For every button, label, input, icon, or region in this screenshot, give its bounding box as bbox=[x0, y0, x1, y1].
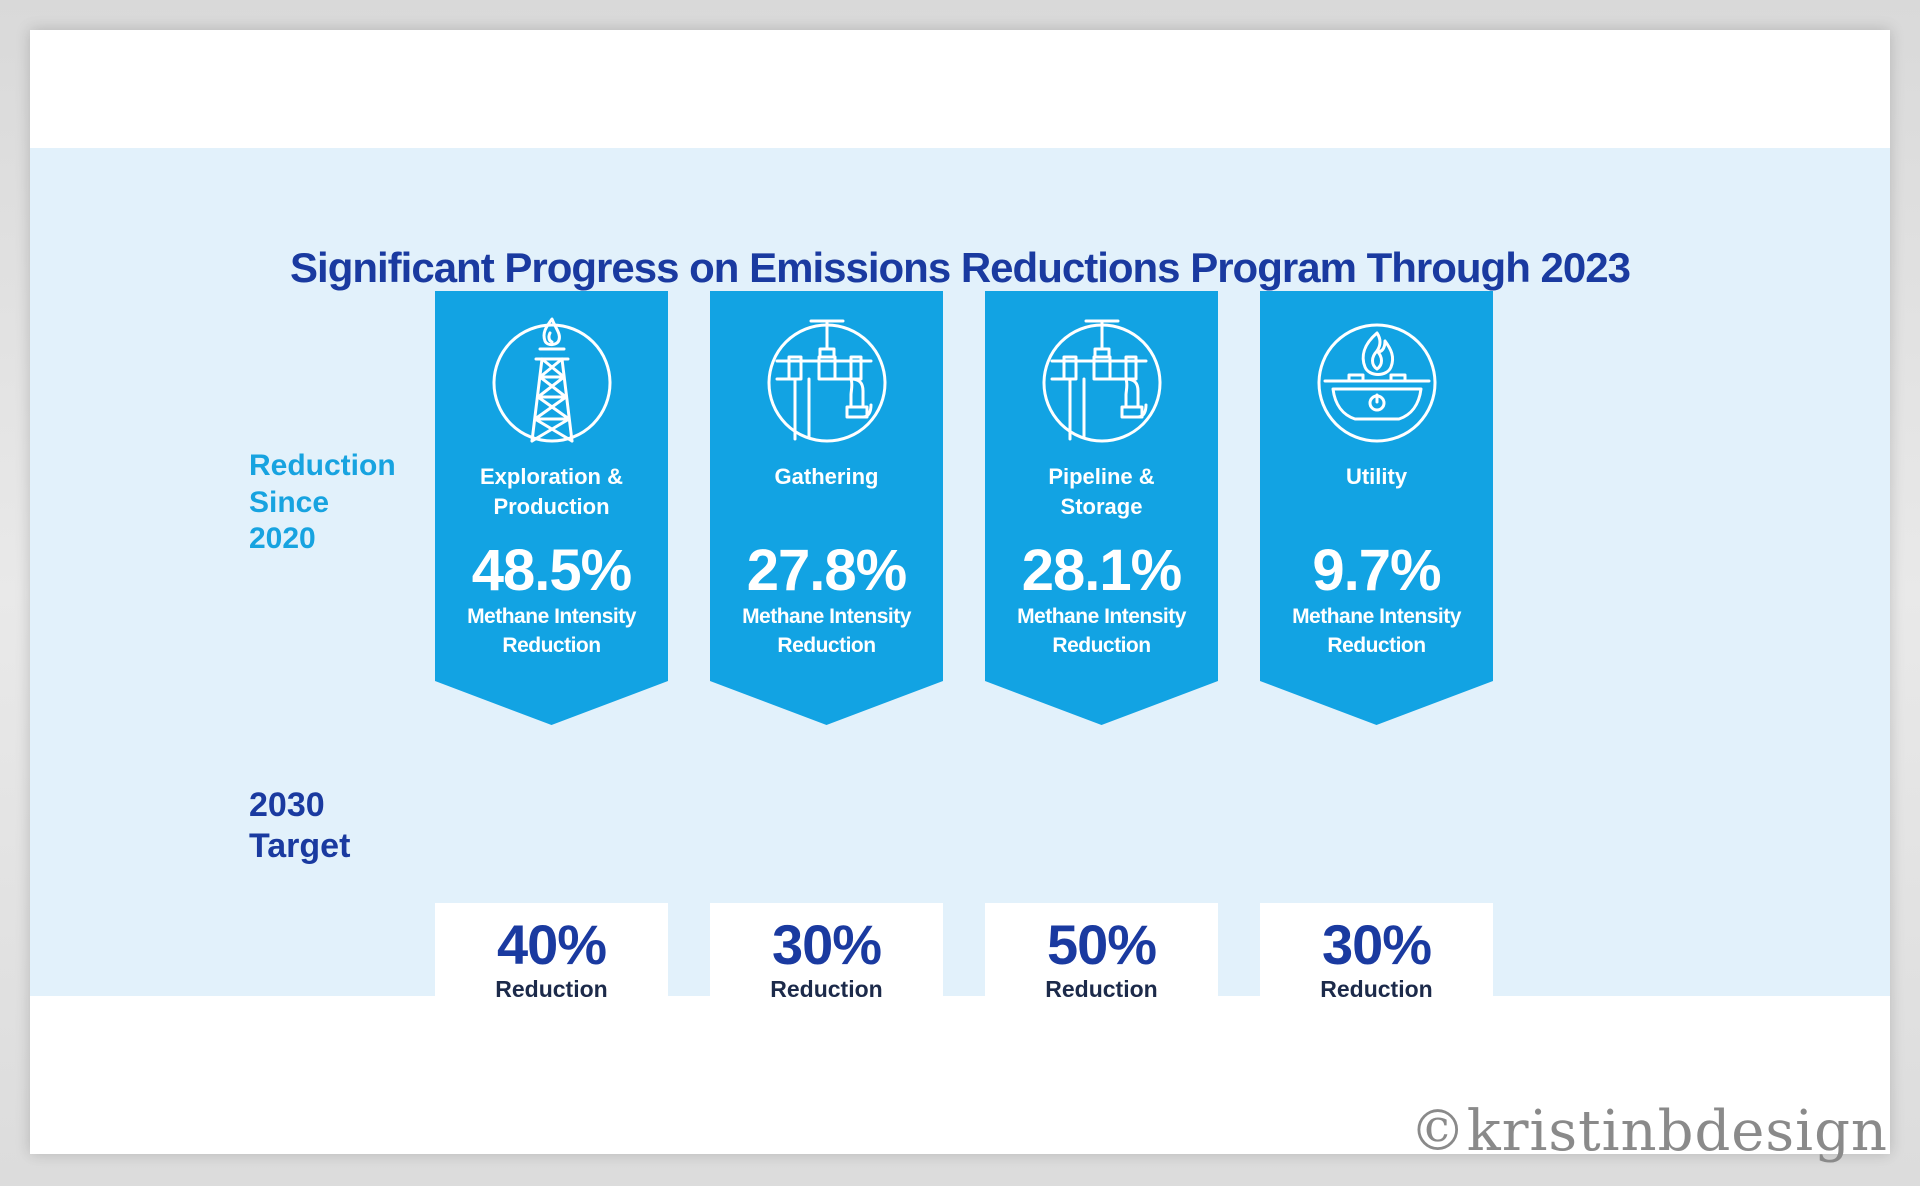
category-line: Storage bbox=[1060, 494, 1143, 519]
value-label-line: Methane Intensity bbox=[1017, 605, 1186, 628]
target-tag: 50% Reduction bbox=[985, 903, 1218, 1064]
pipe-valve-icon bbox=[1040, 315, 1164, 445]
segment-category: Exploration & Production bbox=[435, 462, 668, 522]
value-label-line: Reduction bbox=[1327, 634, 1426, 657]
progress-banner: Pipeline & Storage 28.1% Methane Intensi… bbox=[985, 291, 1218, 725]
progress-banner: Gathering 27.8% Methane Intensity Reduct… bbox=[710, 291, 943, 725]
value-label-line: Reduction bbox=[777, 634, 876, 657]
row-label-line: 2020 bbox=[249, 522, 316, 556]
target-label: Reduction bbox=[495, 976, 608, 1002]
row-label-line: Since bbox=[249, 485, 330, 519]
progress-banner: Utility 9.7% Methane Intensity Reduction bbox=[1260, 291, 1493, 725]
progress-banner: Exploration & Production 48.5% Methane I… bbox=[435, 291, 668, 725]
target-value: 30% bbox=[1321, 913, 1432, 976]
target-value: 30% bbox=[771, 913, 882, 976]
value-label-line: Reduction bbox=[1052, 634, 1151, 657]
reduction-value-label: Methane Intensity Reduction bbox=[435, 602, 668, 660]
segment-category: Pipeline & Storage bbox=[985, 462, 1218, 522]
target-value: 50% bbox=[1046, 913, 1157, 976]
page-title: Significant Progress on Emissions Reduct… bbox=[290, 244, 1631, 291]
value-label-line: Methane Intensity bbox=[742, 605, 911, 628]
oil-derrick-icon bbox=[490, 315, 614, 445]
reduction-value-label: Methane Intensity Reduction bbox=[710, 602, 943, 660]
category-line: Utility bbox=[1345, 464, 1408, 489]
row-label-reduction-since-2020: Reduction Since 2020 bbox=[249, 448, 396, 558]
content-band: Significant Progress on Emissions Reduct… bbox=[30, 148, 1890, 1064]
target-tag: 40% Reduction bbox=[435, 903, 668, 1064]
row-label-2030-target: 2030 Target bbox=[249, 785, 350, 868]
value-label-line: Methane Intensity bbox=[467, 605, 636, 628]
reduction-value-label: Methane Intensity Reduction bbox=[1260, 602, 1493, 660]
category-line: Exploration & bbox=[479, 464, 623, 489]
reduction-value: 9.7% bbox=[1312, 538, 1441, 603]
reduction-value-label: Methane Intensity Reduction bbox=[985, 602, 1218, 660]
reduction-value: 27.8% bbox=[746, 538, 907, 603]
reduction-value: 28.1% bbox=[1021, 538, 1182, 603]
row-label-line: 2030 bbox=[249, 786, 325, 824]
infographic-card: Significant Progress on Emissions Reduct… bbox=[30, 30, 1890, 1154]
category-line: Gathering bbox=[774, 464, 879, 489]
gas-burner-icon bbox=[1315, 315, 1439, 445]
row-label-line: Reduction bbox=[249, 449, 396, 482]
category-line: Production bbox=[493, 494, 610, 519]
value-label-line: Reduction bbox=[502, 634, 601, 657]
pipe-valve-icon bbox=[765, 315, 889, 445]
target-label: Reduction bbox=[1045, 976, 1158, 1002]
target-value: 40% bbox=[496, 913, 607, 976]
reduction-value: 48.5% bbox=[471, 538, 632, 603]
category-line: Pipeline & bbox=[1048, 464, 1155, 489]
target-label: Reduction bbox=[770, 976, 883, 1002]
copyright-watermark: ©kristinbdesign bbox=[1409, 1099, 1888, 1164]
value-label-line: Methane Intensity bbox=[1292, 605, 1461, 628]
segment-category: Gathering bbox=[710, 462, 943, 492]
target-tag: 30% Reduction bbox=[710, 903, 943, 1064]
segment-category: Utility bbox=[1260, 462, 1493, 492]
row-label-line: Target bbox=[249, 827, 351, 866]
target-label: Reduction bbox=[1320, 976, 1433, 1002]
target-tag: 30% Reduction bbox=[1260, 903, 1493, 1064]
